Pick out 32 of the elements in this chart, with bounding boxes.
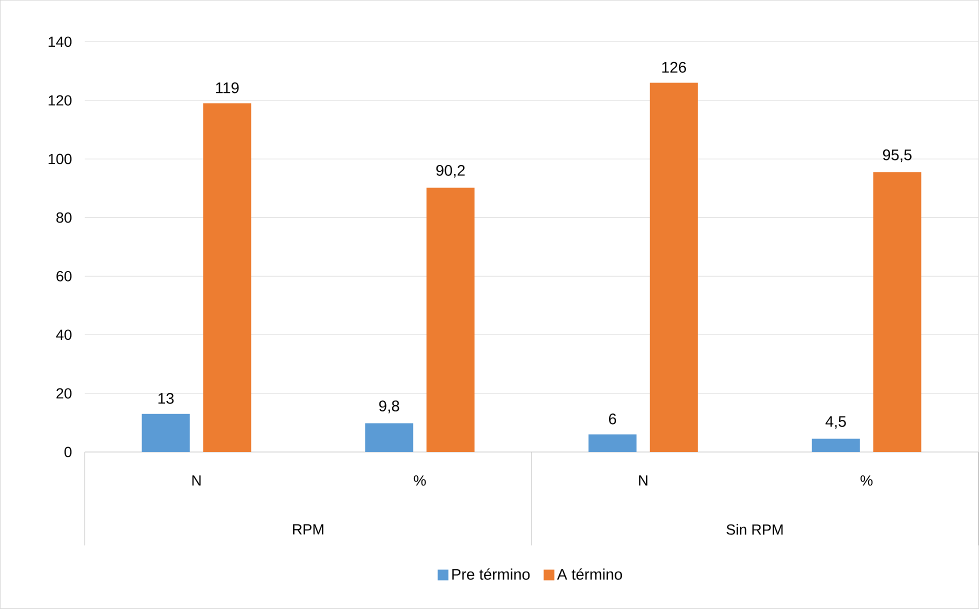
bar [426,188,475,452]
bar [650,82,698,452]
x-tick-label: % [860,475,873,486]
data-label: 119 [216,82,239,94]
text: RPM [293,524,324,534]
bar [873,172,922,452]
y-tick-label: 60 [56,271,72,282]
data-label: 4,5 [826,416,846,429]
x-tick-label: % [414,475,426,486]
data-label: 6 [609,414,616,424]
data-label: 126 [662,62,686,73]
x-tick-label: N [192,475,201,486]
bar [812,438,860,452]
data-label: 13 [158,393,174,404]
legend-label: Pre término [452,568,530,580]
text: Sin RPM [726,524,783,535]
bar [365,423,414,452]
y-tick-label: 80 [56,212,72,223]
y-tick-label: 140 [48,36,72,48]
bar [588,434,637,452]
y-tick-label: 40 [56,330,72,340]
y-tick-label: 0 [64,446,72,458]
bar [142,414,190,452]
data-label: 95,5 [883,150,912,162]
x-tick-label: N [639,475,648,486]
y-tick-label: 100 [48,154,72,164]
data-label: 9,8 [379,400,400,414]
y-tick-label: 120 [48,95,72,106]
bar [203,103,252,452]
y-tick-label: 20 [56,388,72,399]
legend-label: A término [557,568,622,580]
data-label: 90,2 [436,165,465,178]
